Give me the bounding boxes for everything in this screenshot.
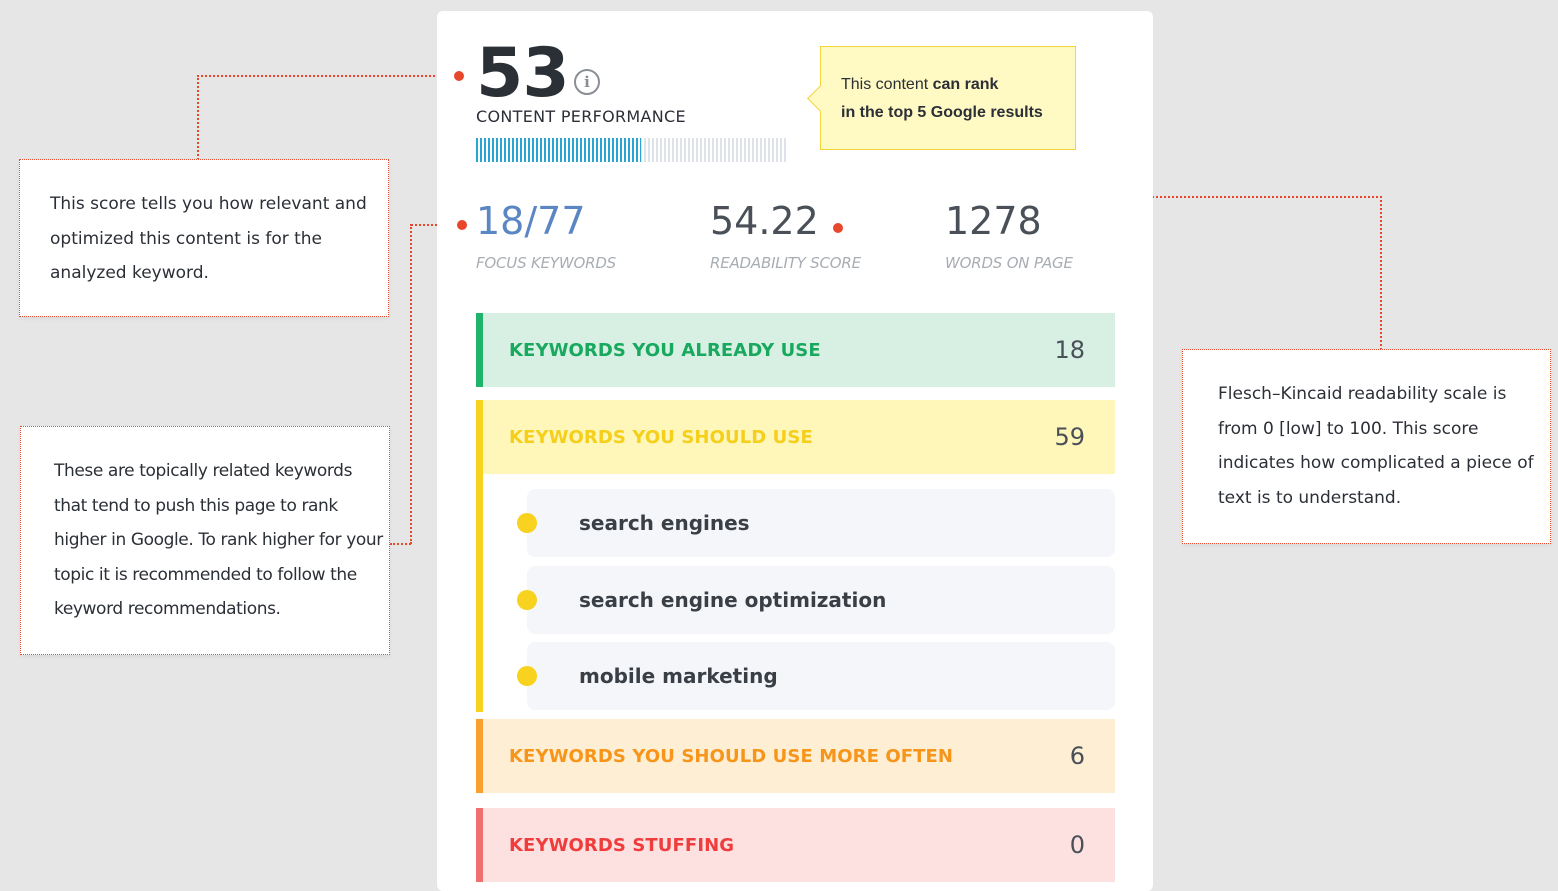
score-marker xyxy=(454,71,464,81)
category-already-use[interactable]: KEYWORDS YOU ALREADY USE 18 xyxy=(476,313,1115,387)
category-count: 59 xyxy=(1054,423,1085,451)
category-should-use[interactable]: KEYWORDS YOU SHOULD USE 59 xyxy=(476,400,1115,474)
focus-marker xyxy=(457,220,467,230)
category-label: KEYWORDS YOU SHOULD USE xyxy=(509,426,813,448)
callout-score: This score tells you how relevant and op… xyxy=(19,159,389,317)
category-use-more-often[interactable]: KEYWORDS YOU SHOULD USE MORE OFTEN 6 xyxy=(476,719,1115,793)
leader-score-v xyxy=(197,75,199,160)
rank-tooltip: This content can rank in the top 5 Googl… xyxy=(820,46,1076,150)
readability-marker xyxy=(833,223,843,233)
keyword-text: search engine optimization xyxy=(579,588,887,612)
keyword-text: search engines xyxy=(579,511,750,535)
leader-focus-h2 xyxy=(390,543,411,545)
category-label: KEYWORDS STUFFING xyxy=(509,834,735,856)
words-on-page-value: 1278 xyxy=(945,199,1042,243)
leader-score-h xyxy=(197,75,459,77)
focus-keywords-label: FOCUS KEYWORDS xyxy=(476,254,616,272)
category-count: 18 xyxy=(1054,336,1085,364)
keyword-item[interactable]: search engines xyxy=(517,489,1115,557)
keyword-item[interactable]: search engine optimization xyxy=(517,566,1115,634)
rank-tooltip-text: This content xyxy=(841,76,933,93)
category-label: KEYWORDS YOU SHOULD USE MORE OFTEN xyxy=(509,745,954,767)
content-score: 53 xyxy=(476,34,570,113)
readability-score-label: READABILITY SCORE xyxy=(710,254,861,272)
leader-read-v2 xyxy=(1380,196,1382,350)
leader-focus-h1 xyxy=(411,224,461,226)
callout-focus-keywords: These are topically related keywords tha… xyxy=(20,426,390,655)
info-icon[interactable]: i xyxy=(574,69,600,95)
score-progress-bar xyxy=(476,138,788,162)
words-on-page-label: WORDS ON PAGE xyxy=(945,254,1073,272)
rank-tooltip-line2: in the top 5 Google results xyxy=(841,104,1043,121)
category-count: 0 xyxy=(1069,831,1085,859)
keyword-dot xyxy=(517,513,537,533)
should-use-bar xyxy=(476,474,483,712)
rank-tooltip-bold: can rank xyxy=(932,76,999,93)
keyword-item[interactable]: mobile marketing xyxy=(517,642,1115,710)
keyword-dot xyxy=(517,666,537,686)
keyword-text: mobile marketing xyxy=(579,664,778,688)
content-performance-label: CONTENT PERFORMANCE xyxy=(476,107,686,126)
readability-score-value: 54.22 xyxy=(710,199,819,243)
category-count: 6 xyxy=(1069,742,1085,770)
focus-keywords-value: 18/77 xyxy=(476,199,586,243)
category-keywords-stuffing[interactable]: KEYWORDS STUFFING 0 xyxy=(476,808,1115,882)
callout-readability: Flesch–Kincaid readability scale is from… xyxy=(1182,349,1551,544)
leader-focus-v xyxy=(410,224,412,544)
category-label: KEYWORDS YOU ALREADY USE xyxy=(509,339,821,361)
score-progress-fill xyxy=(476,138,642,162)
keyword-dot xyxy=(517,590,537,610)
